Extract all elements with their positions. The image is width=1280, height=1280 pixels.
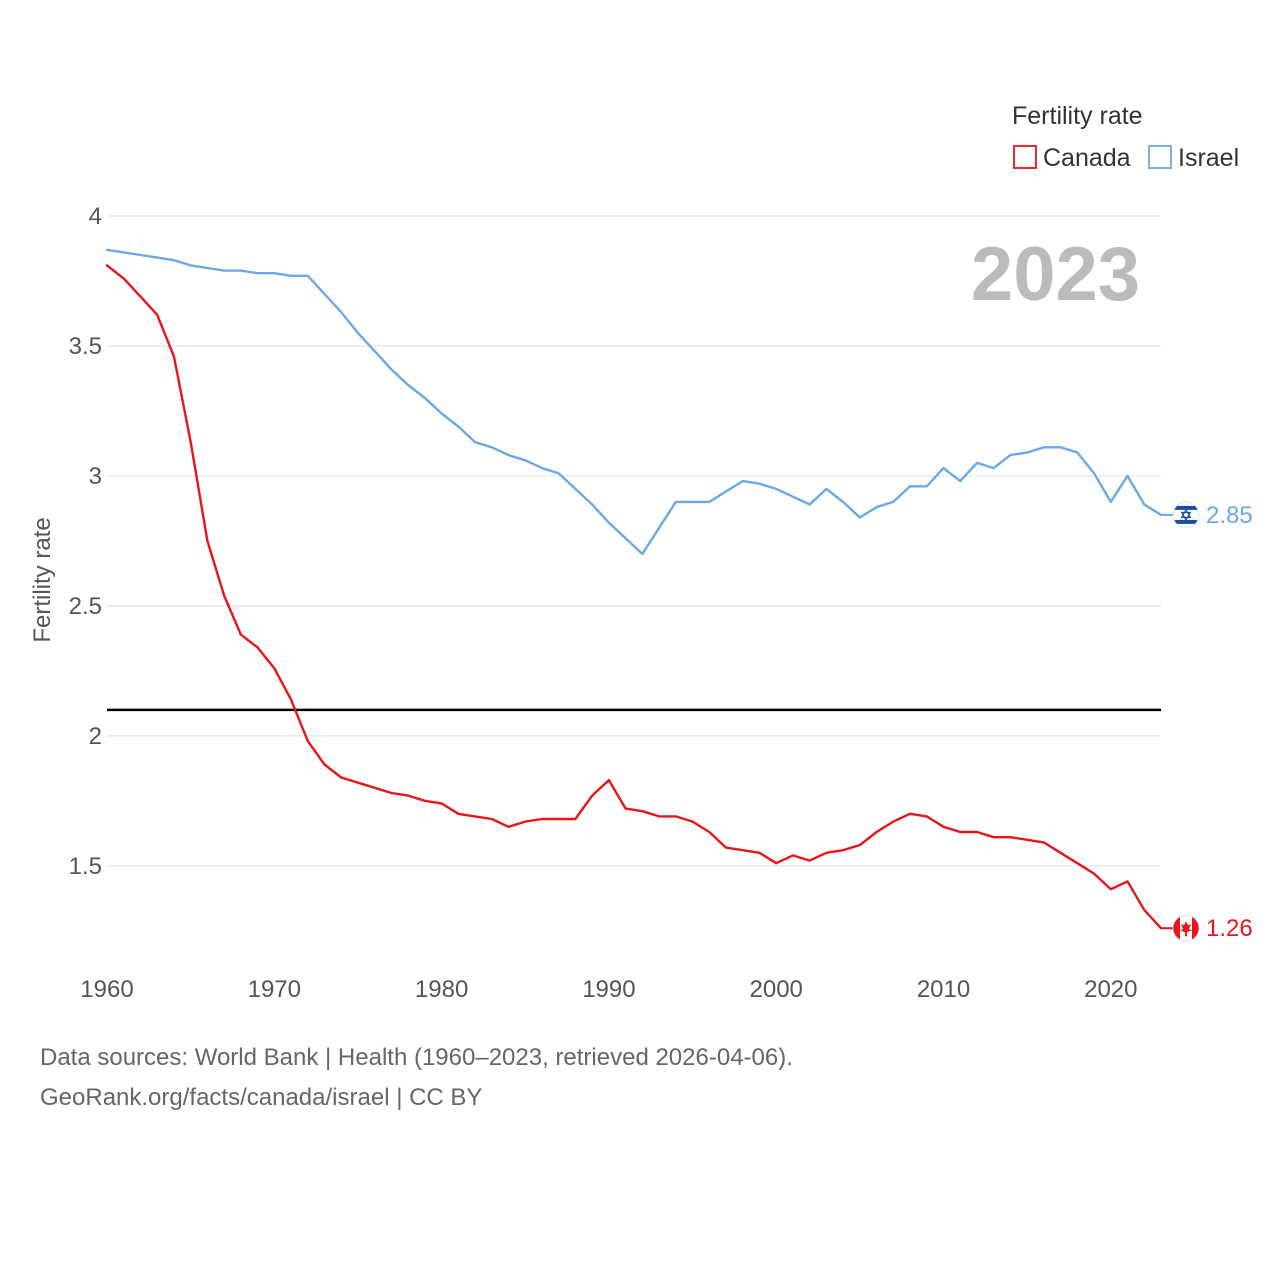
canada-flag-icon <box>1172 914 1200 942</box>
y-tick-label: 2 <box>89 723 102 750</box>
x-tick-label: 1960 <box>80 976 133 1003</box>
legend-label-israel[interactable]: Israel <box>1178 144 1239 172</box>
x-tick-label: 2010 <box>917 976 970 1003</box>
x-tick-label: 2000 <box>750 976 803 1003</box>
legend: Fertility rate Canada Israel <box>1012 102 1239 172</box>
x-axis-ticks: 1960 1970 1980 1990 2000 2010 2020 <box>80 976 1137 1003</box>
legend-title: Fertility rate <box>1012 102 1143 130</box>
legend-label-canada[interactable]: Canada <box>1043 144 1131 172</box>
x-tick-label: 1970 <box>248 976 301 1003</box>
end-markers: 1.26 2.85 <box>1161 501 1253 942</box>
end-value-label-canada: 1.26 <box>1206 915 1253 942</box>
israel-flag-icon <box>1172 501 1200 529</box>
series-layer <box>105 248 1163 930</box>
x-tick-label: 1980 <box>415 976 468 1003</box>
y-axis-title: Fertility rate <box>29 517 56 642</box>
legend-swatch-canada[interactable] <box>1013 145 1037 169</box>
y-tick-label: 2.5 <box>69 593 102 620</box>
y-tick-label: 1.5 <box>69 853 102 880</box>
y-tick-label: 3.5 <box>69 333 102 360</box>
y-tick-label: 4 <box>89 203 102 230</box>
fertility-rate-chart: Fertility rate Canada Israel 1.5 2 2.5 3 3.5… <box>29 102 1253 1003</box>
x-tick-label: 1990 <box>582 976 635 1003</box>
end-value-label-israel: 2.85 <box>1206 502 1253 529</box>
year-label: 2023 <box>971 232 1140 317</box>
gridlines <box>107 215 1161 867</box>
source-line-1: Data sources: World Bank | Health (1960–… <box>40 1044 793 1071</box>
series-line-israel[interactable] <box>105 248 1163 556</box>
y-axis-ticks: 1.5 2 2.5 3 3.5 4 <box>69 203 102 880</box>
legend-swatch-israel[interactable] <box>1148 145 1172 169</box>
series-line-canada[interactable] <box>105 264 1163 930</box>
x-tick-label: 2020 <box>1084 976 1137 1003</box>
y-tick-label: 3 <box>89 463 102 490</box>
source-line-2[interactable]: GeoRank.org/facts/canada/israel | CC BY <box>40 1084 483 1111</box>
